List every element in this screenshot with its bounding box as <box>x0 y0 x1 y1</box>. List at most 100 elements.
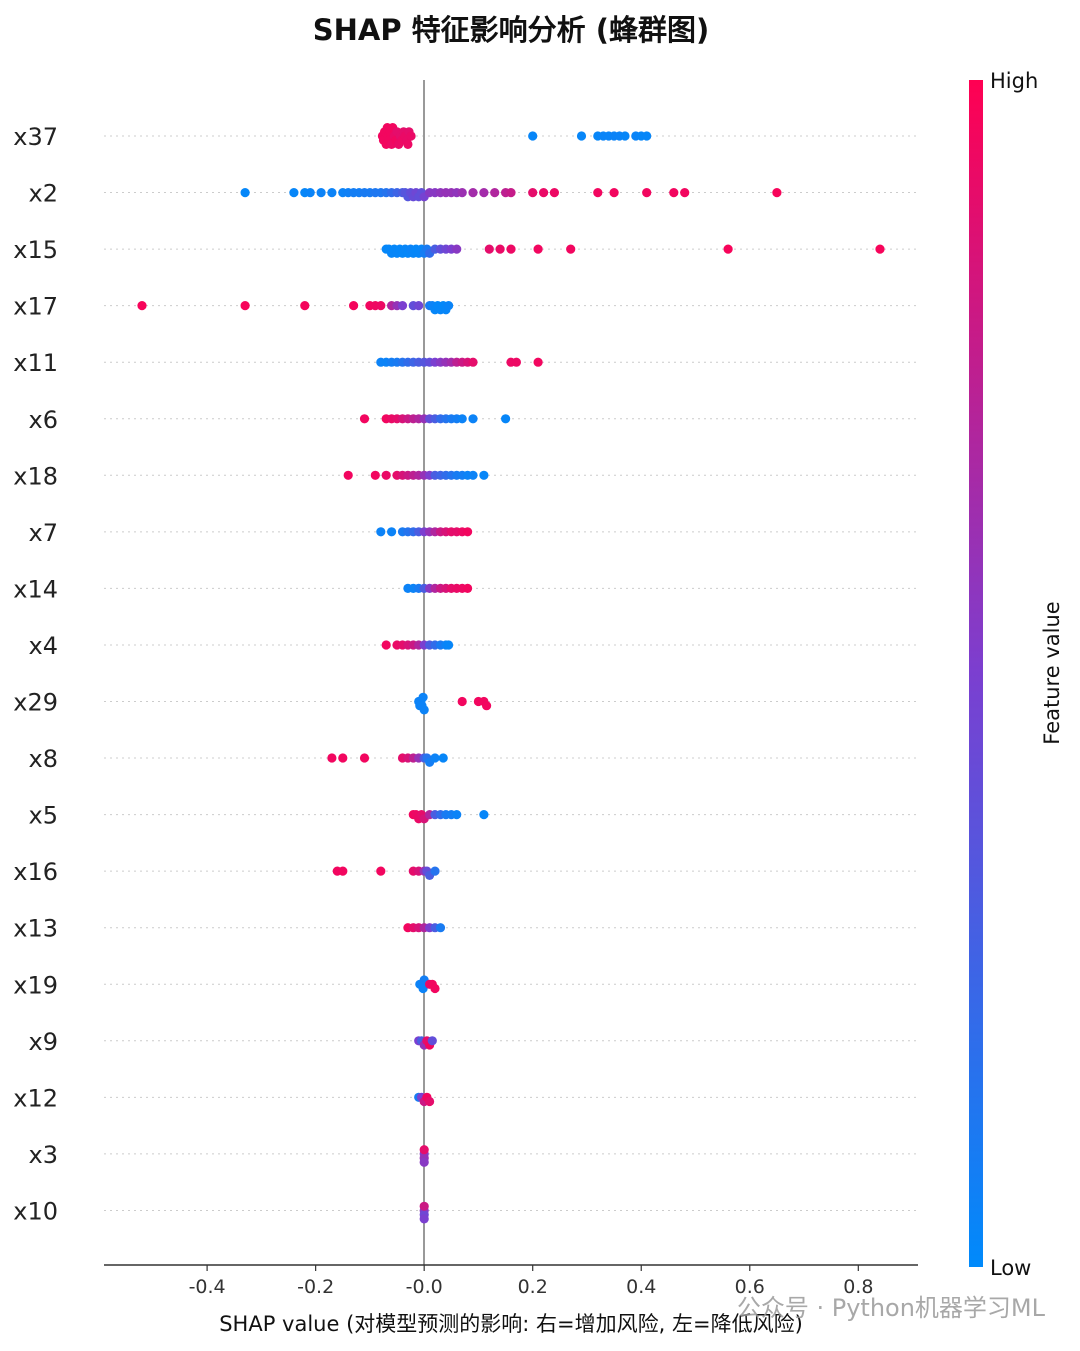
colorbar-low-label: Low <box>990 1256 1031 1280</box>
data-point-x29 <box>419 705 429 715</box>
data-point-x8 <box>359 753 370 763</box>
data-point-x15 <box>495 244 505 254</box>
feature-label-x6: x6 <box>29 406 58 434</box>
data-point-x29 <box>457 696 467 707</box>
data-point-x16 <box>376 866 386 876</box>
feature-label-x5: x5 <box>29 802 58 830</box>
data-point-x2 <box>593 188 603 198</box>
data-point-x29 <box>418 692 428 702</box>
colorbar-title: Feature value <box>1040 601 1064 744</box>
data-point-x2 <box>240 188 250 198</box>
data-point-x10 <box>419 1214 429 1224</box>
feature-label-x19: x19 <box>13 971 58 999</box>
data-point-x11 <box>511 357 521 367</box>
x-axis-label: SHAP value (对模型预测的影响: 右=增加风险, 左=降低风险) <box>219 1312 803 1336</box>
colorbar <box>969 80 983 1267</box>
data-point-x6 <box>457 414 467 424</box>
data-point-x2 <box>528 188 538 198</box>
x-tick-label: 0.2 <box>518 1276 548 1298</box>
data-point-x15 <box>452 244 462 254</box>
feature-label-x7: x7 <box>29 519 58 547</box>
feature-label-x9: x9 <box>29 1028 58 1056</box>
data-point-x13 <box>435 923 446 933</box>
data-point-x8 <box>327 753 337 763</box>
data-point-x15 <box>723 244 733 254</box>
data-point-x2 <box>669 188 679 198</box>
data-point-x2 <box>316 188 326 198</box>
data-point-x19 <box>430 983 440 994</box>
data-point-x3 <box>419 1145 429 1155</box>
data-point-x16 <box>338 866 348 876</box>
feature-label-x8: x8 <box>29 745 58 773</box>
feature-label-x3: x3 <box>29 1141 58 1169</box>
feature-gridlines <box>104 135 918 1211</box>
data-point-x37 <box>620 131 630 141</box>
data-point-x17 <box>414 301 424 311</box>
x-tick-label: -0.0 <box>406 1276 443 1298</box>
data-point-x7 <box>376 527 386 537</box>
data-point-x15 <box>533 244 543 254</box>
data-point-x7 <box>387 527 397 537</box>
x-tick-label: 0.4 <box>626 1276 656 1298</box>
data-point-x15 <box>506 244 516 254</box>
data-point-x2 <box>609 188 619 198</box>
data-points <box>137 123 885 1224</box>
data-point-x2 <box>539 188 549 198</box>
data-point-x37 <box>642 131 652 141</box>
data-point-x16 <box>430 866 440 876</box>
data-point-x2 <box>506 188 516 198</box>
data-point-x18 <box>370 470 380 480</box>
data-point-x19 <box>418 983 428 994</box>
data-point-x2 <box>549 188 560 198</box>
feature-label-x13: x13 <box>13 915 58 943</box>
feature-label-x17: x17 <box>13 293 58 321</box>
data-point-x2 <box>642 188 652 198</box>
data-point-x10 <box>419 1201 429 1211</box>
data-point-x18 <box>468 470 478 480</box>
x-tick-label: 0.6 <box>735 1276 765 1298</box>
data-point-x15 <box>875 244 885 254</box>
data-point-x15 <box>566 244 576 254</box>
feature-label-x15: x15 <box>13 236 58 264</box>
data-point-x11 <box>468 357 478 367</box>
data-point-x2 <box>772 188 782 198</box>
feature-labels: x37 x2 x15 x17 x11 x6 x18 x7 x14 x4 x29 x8 x5 x16 x13 x… <box>13 123 58 1225</box>
x-axis-ticks: -0.4 -0.2 -0.0 0.2 0.4 0.6 0.8 <box>189 1265 873 1298</box>
feature-label-x4: x4 <box>29 632 58 660</box>
data-point-x2 <box>468 188 478 198</box>
feature-label-x37: x37 <box>13 123 58 151</box>
data-point-x4 <box>444 640 454 650</box>
feature-label-x2: x2 <box>29 180 58 208</box>
data-point-x15 <box>484 244 494 254</box>
data-point-x2 <box>479 188 489 198</box>
data-point-x3 <box>419 1157 429 1167</box>
data-point-x4 <box>381 640 391 650</box>
data-point-x5 <box>452 810 462 820</box>
watermark: 公众号 · Python机器学习ML <box>737 1294 1046 1322</box>
feature-label-x18: x18 <box>13 462 58 490</box>
data-point-x6 <box>468 414 478 424</box>
data-point-x2 <box>289 188 299 198</box>
data-point-x37 <box>403 139 413 149</box>
x-tick-label: -0.2 <box>297 1276 334 1298</box>
data-point-x37 <box>576 131 587 141</box>
feature-label-x11: x11 <box>13 349 58 377</box>
data-point-x5 <box>479 810 489 820</box>
feature-label-x14: x14 <box>13 575 58 603</box>
data-point-x8 <box>430 753 440 763</box>
data-point-x9 <box>427 1036 437 1046</box>
data-point-x18 <box>343 470 353 480</box>
data-point-x14 <box>463 583 473 594</box>
data-point-x2 <box>327 188 337 198</box>
data-point-x7 <box>463 527 473 537</box>
feature-label-x10: x10 <box>13 1197 58 1225</box>
feature-label-x16: x16 <box>13 858 58 886</box>
x-tick-label: -0.4 <box>189 1276 226 1298</box>
data-point-x17 <box>137 301 147 311</box>
data-point-x12 <box>425 1096 435 1107</box>
data-point-x2 <box>490 188 500 198</box>
chart-title: SHAP 特征影响分析 (蜂群图) <box>313 13 710 47</box>
data-point-x2 <box>457 188 467 198</box>
data-point-x37 <box>406 131 416 141</box>
colorbar-high-label: High <box>990 69 1038 93</box>
